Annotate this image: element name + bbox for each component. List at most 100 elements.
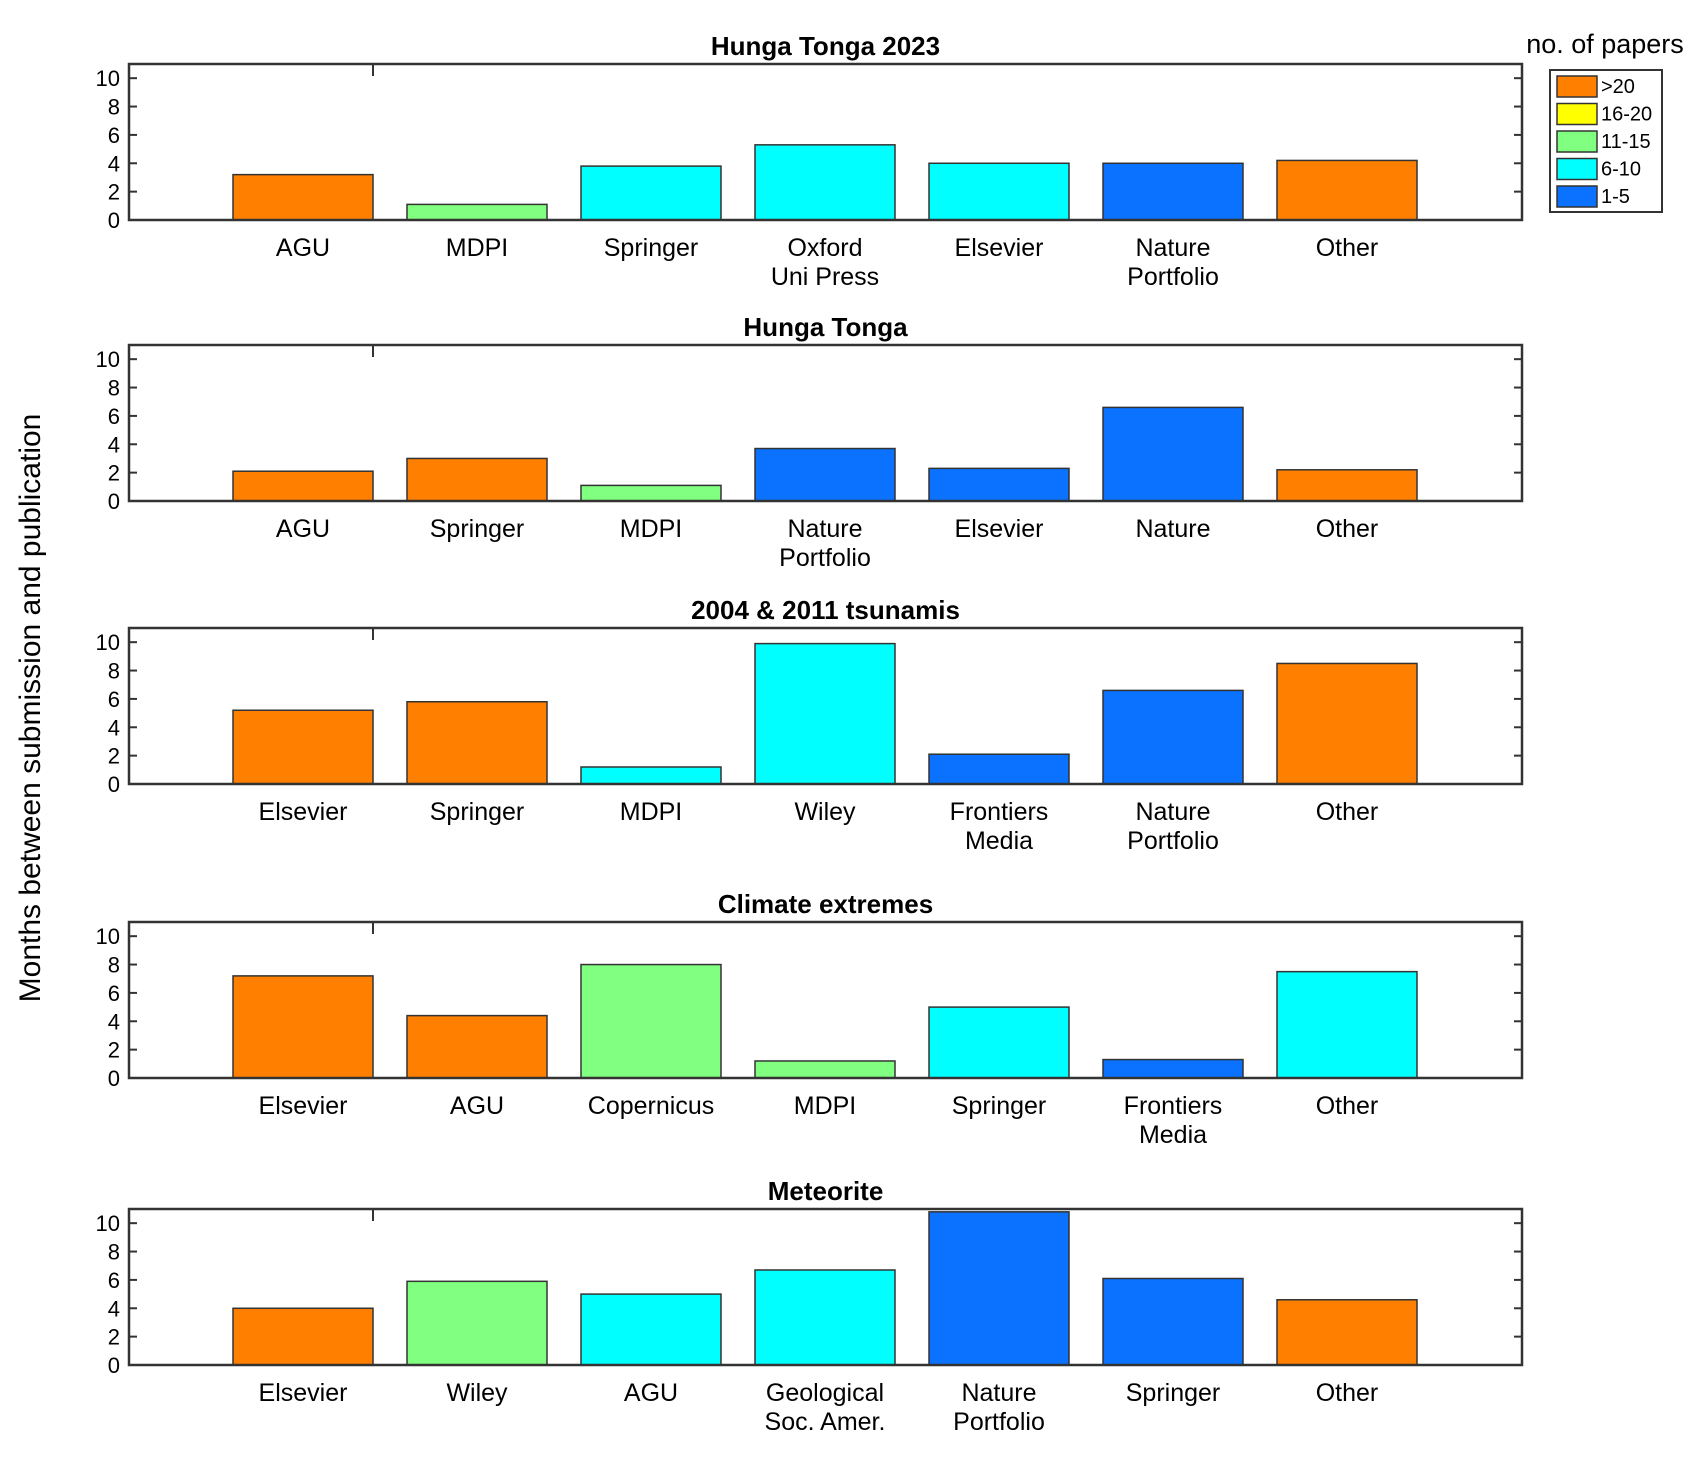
y-tick-label: 10 bbox=[96, 1211, 120, 1236]
chart-panel-4: Climate extremes 0 2 4 6 8 10 Elsevier AGU Copern… bbox=[96, 889, 1524, 1149]
y-tick-label: 6 bbox=[108, 1268, 120, 1293]
bar bbox=[754, 1060, 896, 1079]
category-label: Copernicus bbox=[588, 1092, 714, 1120]
y-tick-label: 8 bbox=[108, 95, 120, 120]
bar bbox=[1276, 159, 1418, 221]
y-tick-label: 2 bbox=[108, 461, 120, 486]
y-tick-label: 6 bbox=[108, 687, 120, 712]
category-label: Elsevier bbox=[955, 234, 1044, 262]
y-tick-label: 4 bbox=[108, 1296, 120, 1321]
y-tick-label: 6 bbox=[108, 404, 120, 429]
bar bbox=[1102, 406, 1244, 502]
y-tick-label: 0 bbox=[108, 1353, 120, 1378]
bar bbox=[1276, 970, 1418, 1079]
y-tick-label: 10 bbox=[96, 66, 120, 91]
bar bbox=[580, 963, 722, 1079]
legend-swatch bbox=[1556, 157, 1598, 181]
bar bbox=[754, 144, 896, 221]
y-axis-label: Months between submission and publicatio… bbox=[14, 414, 47, 1003]
legend: no. of papers >20 16-20 11-15 6-10 1-5 bbox=[1526, 29, 1684, 213]
legend-swatch bbox=[1556, 102, 1598, 126]
legend-swatch bbox=[1556, 130, 1598, 153]
category-label: MDPI bbox=[620, 798, 683, 826]
bar bbox=[1276, 469, 1418, 502]
bar bbox=[232, 975, 374, 1079]
axes-box bbox=[127, 920, 1524, 1080]
bar bbox=[1102, 162, 1244, 221]
y-tick-label: 4 bbox=[108, 151, 120, 176]
category-label: AGU bbox=[276, 515, 330, 543]
bar bbox=[406, 1014, 548, 1079]
bar bbox=[580, 766, 722, 785]
panel-title: 2004 & 2011 tsunamis bbox=[691, 595, 960, 625]
bar bbox=[928, 162, 1070, 221]
y-tick-label: 8 bbox=[108, 376, 120, 401]
y-tick-label: 2 bbox=[108, 1038, 120, 1063]
category-label: Wiley bbox=[794, 798, 856, 826]
bar bbox=[754, 1269, 896, 1366]
y-tick-label: 8 bbox=[108, 659, 120, 684]
bar bbox=[1276, 662, 1418, 785]
bar bbox=[406, 1280, 548, 1366]
category-label: MDPI bbox=[446, 234, 509, 262]
legend-label: 1-5 bbox=[1601, 186, 1630, 208]
axes-box bbox=[127, 343, 1524, 503]
panel-title: Climate extremes bbox=[718, 889, 933, 919]
y-tick-label: 4 bbox=[108, 432, 120, 457]
bar bbox=[928, 1211, 1070, 1366]
legend-title: no. of papers bbox=[1526, 29, 1684, 59]
category-label: Other bbox=[1316, 798, 1379, 826]
bar bbox=[580, 1293, 722, 1366]
legend-entries: >20 16-20 11-15 6-10 1-5 bbox=[1556, 75, 1652, 208]
y-tick-label: 10 bbox=[96, 630, 120, 655]
category-label: AGU bbox=[450, 1092, 504, 1120]
bar bbox=[754, 642, 896, 785]
panel-title: Hunga Tonga 2023 bbox=[711, 31, 940, 61]
y-tick-label: 2 bbox=[108, 1325, 120, 1350]
category-label: Springer bbox=[604, 234, 699, 262]
y-tick-label: 0 bbox=[108, 208, 120, 233]
bar bbox=[928, 1006, 1070, 1079]
y-tick-label: 10 bbox=[96, 347, 120, 372]
bar bbox=[1102, 1058, 1244, 1079]
bar bbox=[232, 173, 374, 221]
bar bbox=[1102, 689, 1244, 785]
legend-label: 11-15 bbox=[1601, 131, 1651, 153]
category-label: Springer bbox=[952, 1092, 1047, 1120]
category-label: Wiley bbox=[446, 1379, 508, 1407]
category-label: Elsevier bbox=[955, 515, 1044, 543]
y-tick-label: 0 bbox=[108, 489, 120, 514]
legend-label: 6-10 bbox=[1601, 159, 1641, 181]
category-label: Other bbox=[1316, 515, 1379, 543]
bar bbox=[928, 753, 1070, 785]
y-tick-label: 6 bbox=[108, 981, 120, 1006]
y-tick-label: 8 bbox=[108, 1240, 120, 1265]
category-label: Springer bbox=[430, 515, 525, 543]
y-tick-label: 8 bbox=[108, 953, 120, 978]
panel-title: Meteorite bbox=[768, 1176, 884, 1206]
category-label: Frontiers Media bbox=[1124, 1092, 1223, 1149]
bar bbox=[928, 467, 1070, 502]
y-tick-label: 2 bbox=[108, 744, 120, 769]
category-label: Nature Portfolio bbox=[1127, 798, 1219, 855]
chart-panel-3: 2004 & 2011 tsunamis 0 2 4 6 8 10 Elsevier Sprin… bbox=[96, 595, 1524, 855]
category-label: Frontiers Media bbox=[950, 798, 1049, 855]
y-tick-label: 0 bbox=[108, 772, 120, 797]
category-label: Nature Portfolio bbox=[1127, 234, 1219, 291]
axes-box bbox=[127, 1207, 1524, 1367]
category-label: Geological Soc. Amer. bbox=[765, 1379, 886, 1436]
chart-panels: Hunga Tonga 2023 0 2 4 6 8 10 AGU MDPI Springer Ox… bbox=[96, 31, 1524, 1436]
panel-title: Hunga Tonga bbox=[743, 312, 908, 342]
bar bbox=[232, 709, 374, 785]
y-tick-label: 0 bbox=[108, 1066, 120, 1091]
category-label: Springer bbox=[1126, 1379, 1221, 1407]
category-label: MDPI bbox=[794, 1092, 857, 1120]
bar bbox=[580, 484, 722, 502]
bar bbox=[754, 447, 896, 502]
y-tick-label: 2 bbox=[108, 180, 120, 205]
chart-panel-5: Meteorite 0 2 4 6 8 10 Elsevier Wiley AGU Geologic… bbox=[96, 1176, 1524, 1436]
category-label: Nature bbox=[1135, 515, 1210, 543]
axes-box bbox=[127, 626, 1524, 786]
legend-label: >20 bbox=[1601, 76, 1635, 98]
category-label: Oxford Uni Press bbox=[771, 234, 879, 291]
